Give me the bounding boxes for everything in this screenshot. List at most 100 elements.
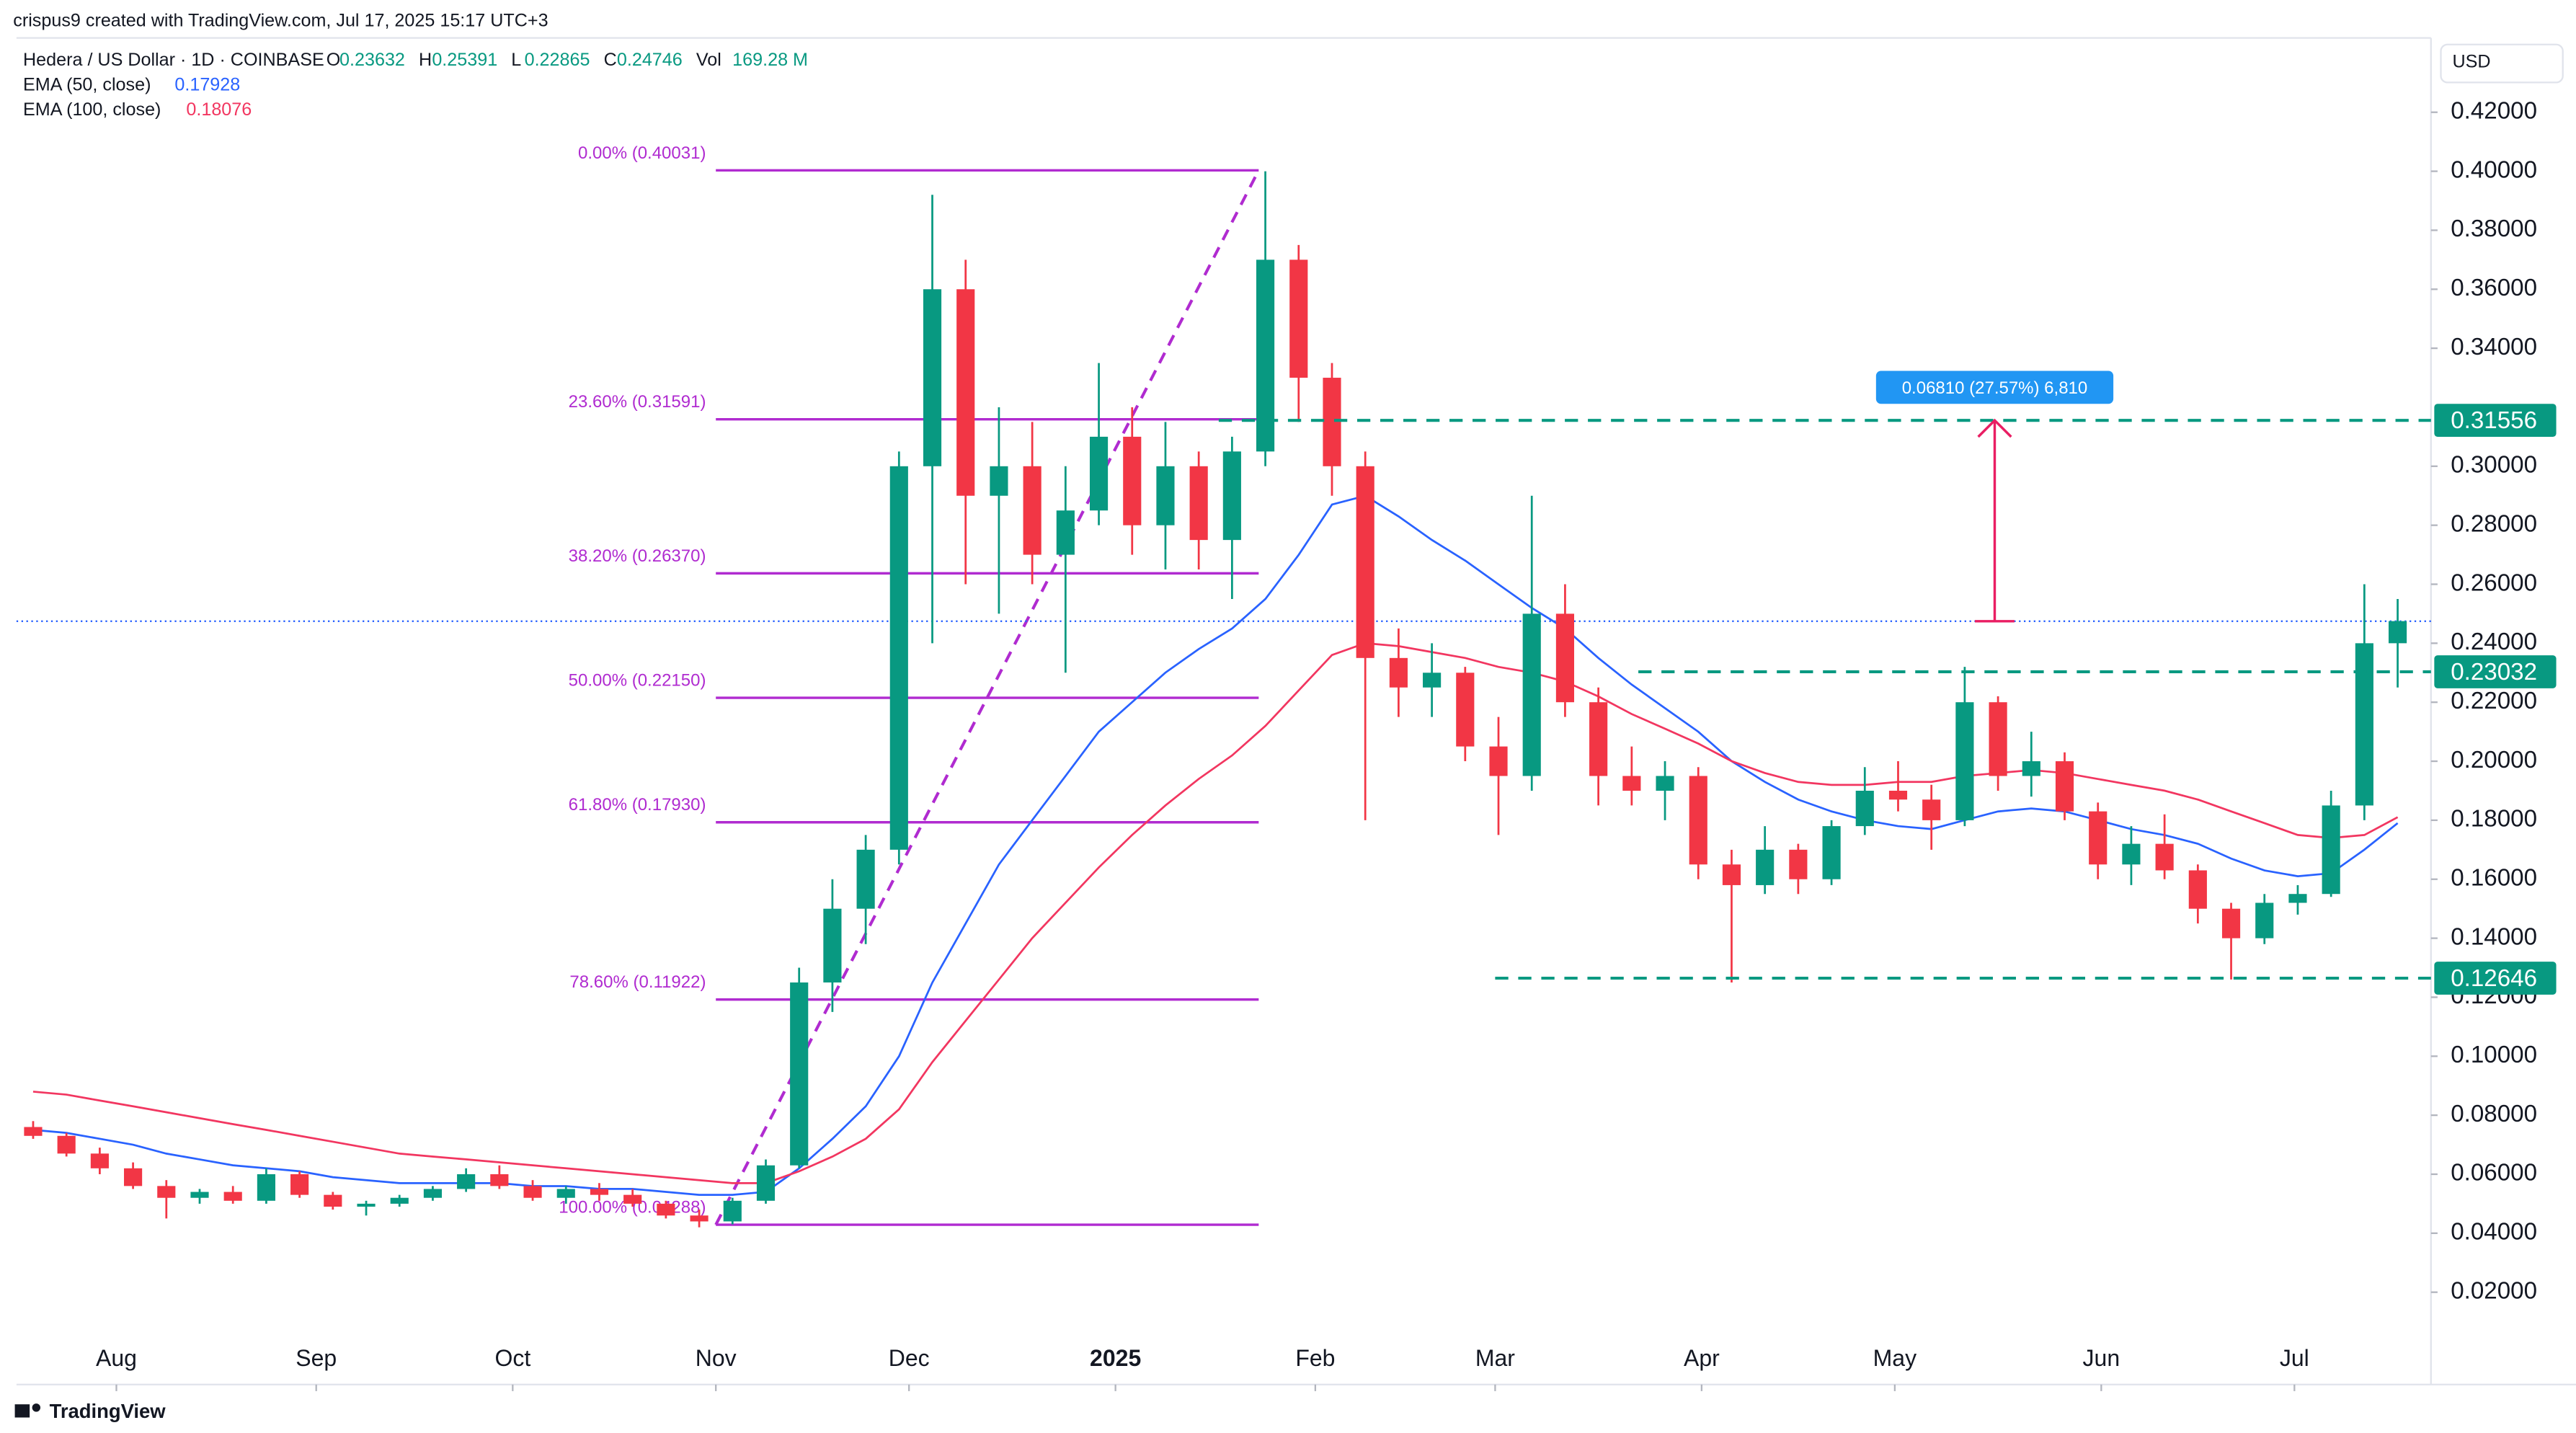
measure-label-box	[1875, 371, 2114, 404]
candle-body	[1922, 799, 1941, 820]
y-tick-label: 0.26000	[2451, 569, 2537, 596]
level-label: 0.23032	[2451, 659, 2537, 686]
candle-body	[2288, 894, 2307, 903]
candle-body	[1356, 466, 1374, 658]
candle-body	[1722, 864, 1741, 885]
candle-body	[290, 1174, 309, 1195]
candle-body	[723, 1200, 742, 1222]
candle-body	[1622, 776, 1641, 791]
candle-body	[1489, 746, 1508, 776]
candle-body	[57, 1135, 76, 1154]
candle-body	[889, 466, 908, 850]
candle-body	[1555, 613, 1575, 703]
measure-label: 0.06810 (27.57%) 6,810	[1902, 378, 2088, 398]
y-tick-label: 0.24000	[2451, 629, 2537, 655]
y-tick-label: 0.38000	[2451, 216, 2537, 242]
ohlc-value: 0.22865	[525, 50, 590, 70]
candle-body	[623, 1194, 642, 1204]
candle-body	[2155, 843, 2174, 871]
x-tick-label: Jun	[2083, 1345, 2120, 1371]
candle-body	[490, 1174, 509, 1186]
candle-body	[1855, 790, 1874, 827]
y-tick-label: 0.36000	[2451, 275, 2537, 301]
x-tick-label: Feb	[1295, 1345, 1335, 1371]
candle-body	[257, 1174, 275, 1201]
x-tick-label: Sep	[296, 1345, 337, 1371]
symbol: Hedera / US Dollar · 1D · COINBASE	[23, 50, 324, 70]
y-tick-label: 0.16000	[2451, 864, 2537, 891]
candle-body	[556, 1189, 575, 1198]
candle-body	[657, 1203, 675, 1216]
ohlc-key: O	[327, 50, 341, 70]
level-badge	[2434, 404, 2557, 437]
candle-body	[1656, 776, 1674, 791]
legend-value: 0.18076	[186, 99, 252, 120]
candle-body	[690, 1215, 709, 1222]
ohlc-value: 0.25391	[432, 50, 497, 70]
currency: USD	[2453, 52, 2491, 72]
ohlc-value: 0.23632	[339, 50, 405, 70]
candle-body	[756, 1165, 776, 1201]
legend-name: EMA (100, close)	[23, 99, 161, 120]
candle-body	[1955, 702, 1974, 820]
y-tick-label: 0.04000	[2451, 1219, 2537, 1246]
x-tick-label: Mar	[1475, 1345, 1515, 1371]
candle-body	[1456, 673, 1475, 747]
ohlc-key: Vol	[696, 50, 721, 70]
candle-body	[324, 1194, 342, 1207]
fib-label: 0.00% (0.40031)	[578, 143, 706, 163]
candle-body	[1189, 466, 1208, 541]
brand-logo	[14, 1403, 41, 1418]
y-tick-label: 0.28000	[2451, 510, 2537, 537]
candle-body	[1522, 613, 1541, 776]
candle-body	[90, 1153, 109, 1168]
candle-body	[2255, 902, 2274, 939]
candle-body	[590, 1189, 609, 1195]
candle-body	[1789, 849, 1808, 879]
brand: TradingView	[50, 1400, 166, 1422]
candle-body	[1123, 436, 1142, 525]
y-tick-label: 0.40000	[2451, 156, 2537, 183]
candle-body	[2221, 908, 2241, 939]
candle-body	[2022, 761, 2040, 776]
candle-body	[423, 1189, 443, 1198]
y-tick-label: 0.30000	[2451, 452, 2537, 479]
y-tick-label: 0.06000	[2451, 1160, 2537, 1186]
y-tick-label: 0.22000	[2451, 688, 2537, 714]
level-badge	[2434, 962, 2557, 995]
candle-body	[357, 1203, 376, 1207]
candle-body	[1888, 790, 1908, 800]
candle-body	[2055, 761, 2074, 812]
legend-name: EMA (50, close)	[23, 75, 151, 95]
candle-body	[1756, 849, 1775, 885]
candle-body	[1423, 673, 1442, 688]
candle-body	[1222, 451, 1241, 541]
candle-body	[790, 982, 809, 1166]
candle-body	[1023, 466, 1041, 555]
x-tick-label: Dec	[889, 1345, 930, 1371]
level-badge	[2434, 655, 2557, 688]
candle-body	[2388, 621, 2407, 644]
candle-body	[1323, 378, 1341, 466]
y-tick-label: 0.02000	[2451, 1277, 2537, 1304]
candle-body	[823, 908, 842, 982]
candle-body	[523, 1186, 542, 1198]
fib-label: 78.60% (0.11922)	[569, 972, 706, 992]
ema-line	[32, 494, 2399, 1196]
x-tick-label: Jul	[2280, 1345, 2309, 1371]
ohlc-value: 169.28 M	[732, 50, 808, 70]
ohlc-value: 0.24746	[617, 50, 683, 70]
candle-body	[24, 1127, 43, 1136]
x-tick-label: Oct	[494, 1345, 530, 1371]
level-label: 0.12646	[2451, 965, 2537, 992]
legend-value: 0.17928	[174, 75, 240, 95]
measure-arrow	[1977, 418, 2012, 438]
candle-body	[956, 289, 975, 496]
x-tick-label: Aug	[96, 1345, 137, 1371]
ohlc-key: C	[604, 50, 617, 70]
y-tick-label: 0.14000	[2451, 923, 2537, 950]
ohlc-key: H	[419, 50, 432, 70]
level-label: 0.31556	[2451, 407, 2537, 434]
ohlc-key: L	[511, 50, 521, 70]
